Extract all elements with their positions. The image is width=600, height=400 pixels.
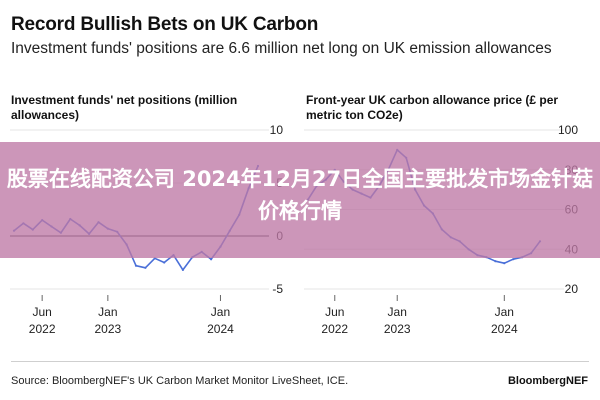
positions-data-point: [144, 266, 147, 269]
positions-y-tick-label: -5: [272, 282, 283, 296]
positions-data-point: [181, 268, 184, 271]
positions-y-tick-label: 10: [270, 123, 284, 137]
right-panel-title: Front-year UK carbon allowance price (£ …: [306, 93, 559, 122]
price-x-tick-year: 2024: [491, 322, 518, 336]
positions-data-point: [134, 264, 138, 267]
price-y-tick-label: 20: [565, 282, 579, 296]
brand-logo: BloombergNEF: [507, 375, 588, 387]
footer-divider: [11, 361, 589, 362]
price-x-tick-month: Jun: [325, 305, 344, 319]
watermark-text: 股票在线配资公司 2024年12月27日全国主要批发市场金针菇价格行情: [6, 167, 594, 223]
price-data-point: [494, 260, 497, 263]
price-data-point: [503, 262, 506, 265]
chart-subtitle: Investment funds' positions are 6.6 mill…: [11, 40, 552, 57]
price-x-tick-month: Jan: [495, 305, 514, 319]
source-note: Source: BloombergNEF's UK Carbon Market …: [11, 375, 349, 387]
left-panel-title: Investment funds' net positions (million…: [11, 93, 238, 122]
positions-x-tick-month: Jan: [211, 305, 230, 319]
price-y-tick-label: 100: [558, 123, 578, 137]
positions-x-tick-month: Jan: [98, 305, 117, 319]
price-x-tick-month: Jan: [388, 305, 407, 319]
watermark-banner: [0, 142, 600, 258]
positions-x-tick-year: 2023: [94, 322, 121, 336]
positions-data-point: [163, 261, 166, 264]
price-x-tick-year: 2022: [321, 322, 348, 336]
chart-title: Record Bullish Bets on UK Carbon: [11, 14, 319, 35]
positions-x-tick-year: 2022: [29, 322, 56, 336]
price-x-tick-year: 2023: [384, 322, 411, 336]
positions-data-point: [210, 258, 213, 261]
price-data-point: [512, 258, 515, 261]
positions-x-tick-year: 2024: [207, 322, 234, 336]
positions-x-tick-month: Jun: [32, 305, 51, 319]
